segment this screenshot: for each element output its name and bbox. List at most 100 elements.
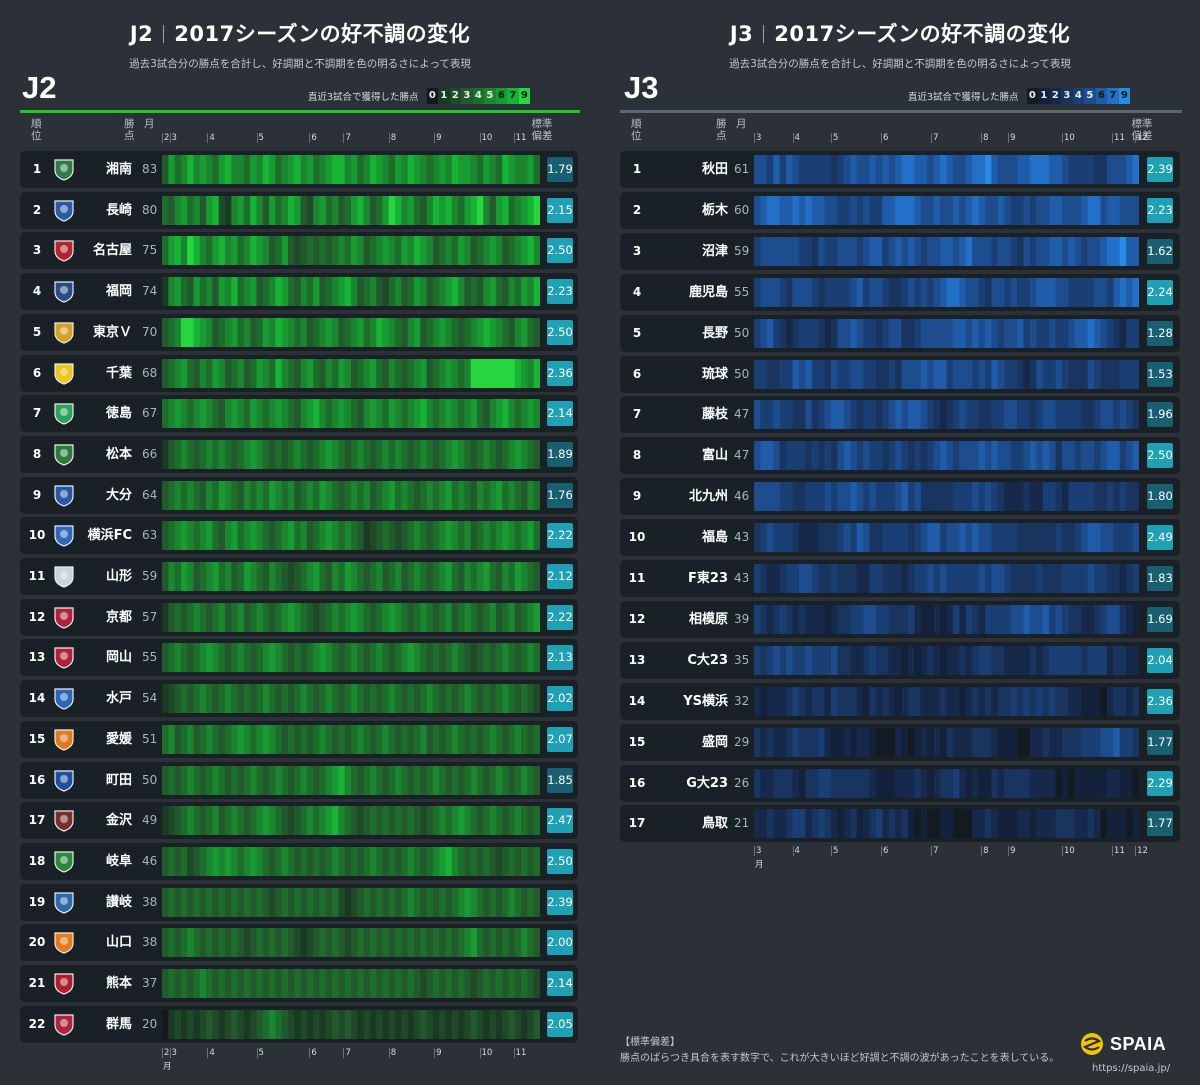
std-dev-value: 2.49 xyxy=(1147,525,1173,551)
form-heatmap-bar xyxy=(754,195,1139,225)
team-rank: 1 xyxy=(32,162,42,176)
form-heatmap-bar xyxy=(754,400,1139,430)
team-points: 64 xyxy=(142,487,158,502)
month-tick xyxy=(309,133,311,143)
chart-subtitle: 過去3試合分の勝点を合計し、好調期と不調期を色の明るさによって表現 xyxy=(129,58,471,70)
month-label: 2 xyxy=(164,133,170,143)
team-row: 21 熊本 37 2.14 xyxy=(20,965,578,1002)
team-rank: 6 xyxy=(32,365,42,380)
team-rank: 17 xyxy=(28,813,46,828)
header-sd: 標準偏差 xyxy=(1131,118,1153,142)
team-emblem-icon xyxy=(52,483,76,507)
title-separator xyxy=(163,25,165,43)
team-name: 沼津 xyxy=(701,243,728,259)
team-name: 町田 xyxy=(105,772,132,788)
team-points: 35 xyxy=(734,652,750,667)
legend-swatch: 5 xyxy=(484,88,496,104)
team-row: 7 藤枝 47 1.96 xyxy=(620,396,1180,434)
form-heatmap-bar xyxy=(754,482,1139,512)
month-tick xyxy=(754,846,755,856)
form-heatmap-bar xyxy=(162,358,540,388)
month-tick xyxy=(513,1048,515,1058)
team-name: 岡山 xyxy=(105,650,132,666)
month-tick xyxy=(792,846,794,856)
month-tick xyxy=(1112,133,1114,143)
team-rank: 11 xyxy=(28,569,46,583)
team-points: 68 xyxy=(142,365,158,380)
team-points: 50 xyxy=(142,772,158,787)
std-dev-value: 1.77 xyxy=(1147,729,1173,755)
team-row: 8 松本 66 1.89 xyxy=(20,435,578,473)
team-name: G大23 xyxy=(686,775,728,791)
team-row: 14 水戸 54 2.02 xyxy=(20,680,578,718)
form-heatmap-bar xyxy=(162,562,540,591)
month-label: 10 xyxy=(481,133,493,143)
std-dev-value: 1.28 xyxy=(1147,320,1173,346)
team-rank: 3 xyxy=(32,243,42,258)
std-dev-value: 2.12 xyxy=(547,564,573,589)
team-rank: 14 xyxy=(28,691,46,706)
team-points: 47 xyxy=(734,448,750,463)
legend-swatch: 1 xyxy=(1038,88,1050,104)
month-label: 4 xyxy=(794,133,800,143)
team-points: 46 xyxy=(734,489,750,504)
sd-note-text: 勝点のばらつき具合を表す数字で、これが大きいほど好調と不調の波があったことを表し… xyxy=(620,1053,1060,1064)
team-rank: 11 xyxy=(628,571,646,585)
team-name: 長崎 xyxy=(105,202,132,218)
form-heatmap-bar xyxy=(754,236,1139,266)
form-heatmap-bar xyxy=(162,236,540,266)
form-heatmap-bar xyxy=(754,523,1139,553)
std-dev-value: 1.89 xyxy=(547,441,573,467)
std-dev-value: 1.85 xyxy=(547,767,573,793)
team-name: 鹿児島 xyxy=(688,284,728,300)
month-label: 4 xyxy=(794,846,800,856)
std-dev-value: 2.24 xyxy=(1147,279,1173,305)
month-tick xyxy=(169,1048,171,1058)
legend-swatch: 7 xyxy=(507,88,519,104)
month-label: 4 xyxy=(209,1048,215,1058)
month-label: 7 xyxy=(345,133,351,143)
team-row: 9 大分 64 1.76 xyxy=(20,476,578,514)
form-heatmap-bar xyxy=(162,928,540,958)
form-heatmap-bar xyxy=(754,564,1139,593)
std-dev-value: 1.69 xyxy=(1147,606,1173,632)
team-name: 徳島 xyxy=(105,406,132,422)
j2-panel: J2 2017シーズンの好不調の変化 過去3試合分の勝点を合計し、好調期と不調期を色… xyxy=(20,22,580,1072)
team-points: 50 xyxy=(734,325,750,340)
team-emblem-icon xyxy=(52,198,76,222)
chart-subtitle: 過去3試合分の勝点を合計し、好調期と不調期を色の明るさによって表現 xyxy=(729,58,1071,70)
month-label: 9 xyxy=(436,133,442,143)
team-name: 讃岐 xyxy=(105,894,132,910)
team-rank: 15 xyxy=(628,734,646,749)
team-points: 47 xyxy=(734,407,750,422)
team-name: 横浜FC xyxy=(87,528,132,544)
team-name: 富山 xyxy=(701,448,728,464)
team-name: F東23 xyxy=(688,571,728,586)
std-dev-value: 1.96 xyxy=(1147,402,1173,428)
team-rank: 1 xyxy=(632,162,642,176)
month-label: 2 xyxy=(164,1048,170,1058)
month-label: 9 xyxy=(1010,846,1016,856)
team-emblem-icon xyxy=(52,523,76,547)
brand-url[interactable]: https://spaia.jp/ xyxy=(1092,1063,1171,1074)
month-tick xyxy=(309,1048,311,1058)
team-name: 岐阜 xyxy=(105,853,132,869)
legend-swatch: 7 xyxy=(1107,88,1119,104)
header-points: 勝点 xyxy=(124,118,135,142)
brand-logo[interactable]: SPAIA xyxy=(1080,1032,1166,1056)
team-points: 60 xyxy=(734,202,750,217)
month-label: 11 xyxy=(1114,846,1125,856)
month-tick xyxy=(1062,133,1063,143)
team-points: 55 xyxy=(734,284,750,299)
team-rank: 19 xyxy=(28,894,46,909)
month-tick xyxy=(479,1048,481,1058)
month-tick xyxy=(207,1048,209,1058)
team-name: 琉球 xyxy=(701,366,728,382)
team-name: 盛岡 xyxy=(701,734,728,750)
team-rank: 5 xyxy=(32,324,42,339)
team-row: 4 福岡 74 2.23 xyxy=(20,273,578,311)
std-dev-value: 2.15 xyxy=(547,197,573,223)
team-points: 57 xyxy=(142,609,158,624)
team-emblem-icon xyxy=(52,605,76,629)
std-dev-value: 2.02 xyxy=(547,686,573,712)
